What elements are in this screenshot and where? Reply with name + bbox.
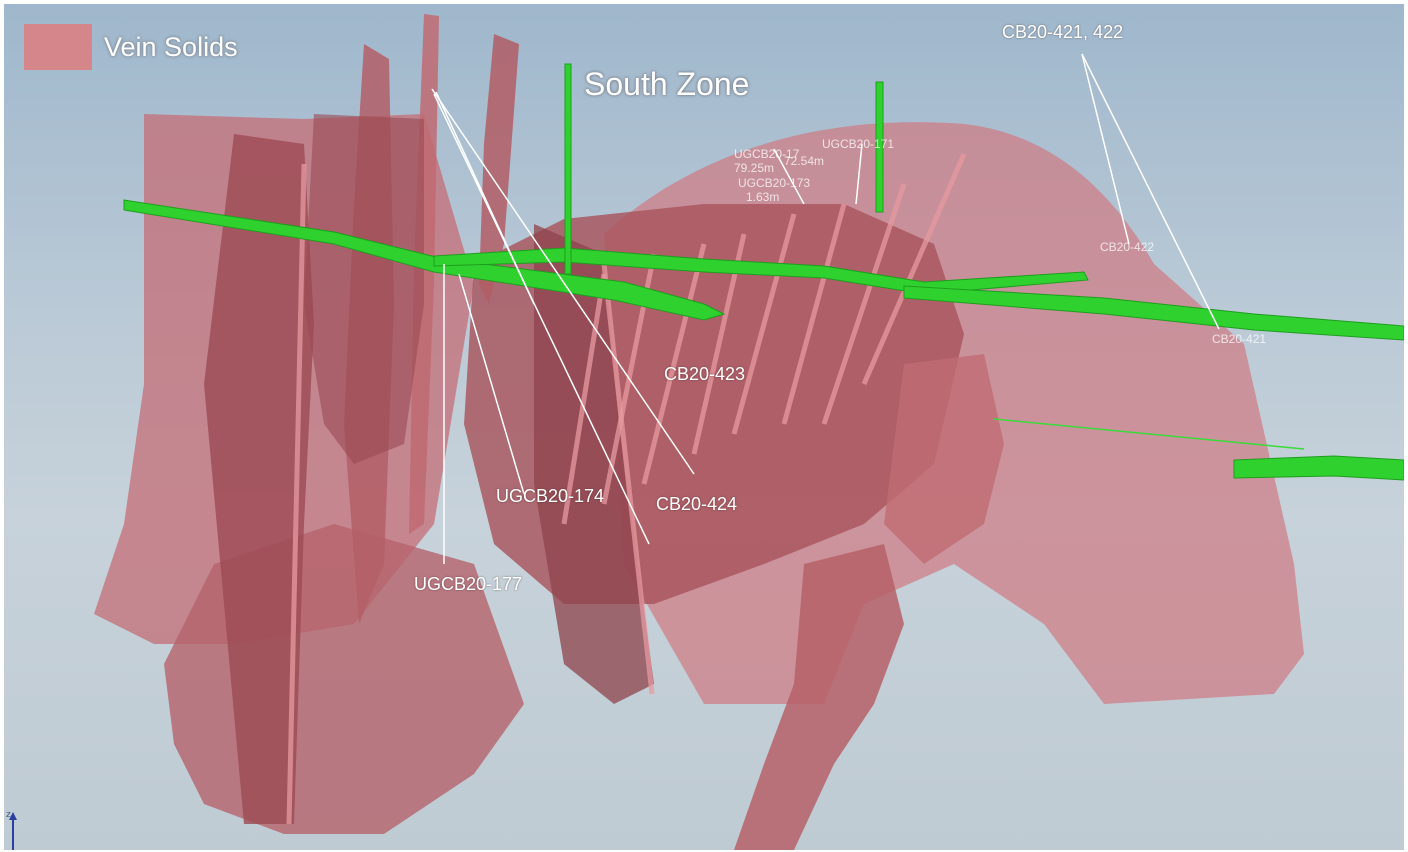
vein-streaks [286, 153, 967, 825]
underground-workings [123, 63, 1404, 481]
label-cb20-421-faint: CB20-421 [1212, 332, 1267, 346]
vein-slab-5 [534, 224, 654, 704]
label-cb20-423: CB20-423 [664, 364, 746, 384]
drillhole-traces [431, 53, 1220, 564]
vein-model-render [94, 14, 1404, 850]
zone-title: South Zone [584, 66, 750, 102]
z-axis-icon [9, 812, 17, 850]
label-cb20-422-faint: CB20-422 [1100, 240, 1155, 254]
vein-slab-6 [304, 114, 424, 464]
vein-solid-bottom [164, 524, 524, 834]
thin-green-trace [993, 418, 1305, 450]
vein-solid-right-plate [884, 354, 1004, 564]
legend-label: Vein Solids [104, 31, 238, 62]
label-cb20-421-422: CB20-421, 422 [1002, 22, 1124, 42]
label-ugcb20-177: UGCB20-177 [414, 574, 523, 594]
3d-viewport[interactable]: Vein Solids South Zone CB20-421, 422 CB2… [4, 4, 1404, 850]
z-axis-label: z [6, 810, 11, 820]
label-length-7925: 79.25m [734, 161, 775, 175]
vein-slab-1 [204, 134, 314, 824]
vein-slab-4 [479, 34, 519, 304]
vein-solid-tail [734, 544, 904, 850]
label-cb20-424: CB20-424 [656, 494, 738, 514]
label-ugcb20-17x: UGCB20-17 [734, 147, 800, 161]
label-ugcb20-174: UGCB20-174 [496, 486, 605, 506]
legend-swatch [24, 24, 92, 70]
label-length-7254: 72.54m [784, 154, 825, 168]
label-ugcb20-171: UGCB20-171 [822, 137, 895, 151]
legend: Vein Solids [24, 24, 238, 70]
label-ugcb20-173: UGCB20-173 [738, 176, 811, 190]
label-length-163: 1.63m [746, 190, 780, 204]
